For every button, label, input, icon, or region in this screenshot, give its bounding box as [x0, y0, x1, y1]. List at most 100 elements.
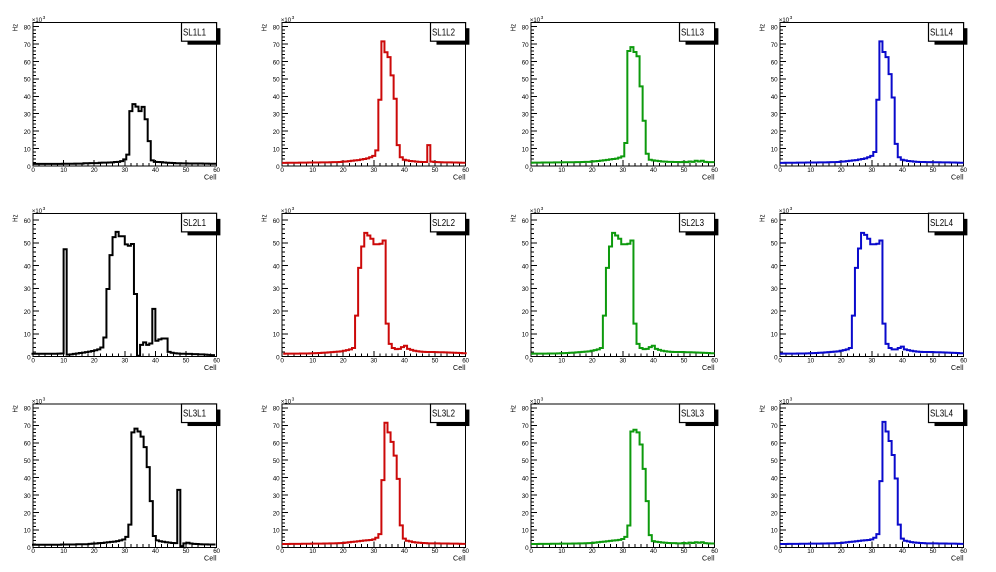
svg-text:Cell: Cell	[453, 365, 466, 372]
svg-text:30: 30	[619, 548, 626, 555]
svg-text:50: 50	[930, 548, 937, 555]
svg-text:10: 10	[522, 146, 529, 153]
svg-text:40: 40	[401, 548, 408, 555]
svg-text:0: 0	[778, 548, 782, 555]
svg-text:80: 80	[522, 406, 529, 413]
svg-text:50: 50	[273, 77, 280, 84]
svg-text:20: 20	[522, 309, 529, 316]
svg-text:60: 60	[462, 357, 469, 364]
svg-text:0: 0	[774, 164, 778, 171]
svg-text:0: 0	[31, 357, 35, 364]
svg-text:10: 10	[522, 332, 529, 339]
svg-text:20: 20	[91, 167, 98, 174]
svg-text:50: 50	[681, 548, 688, 555]
svg-text:Cell: Cell	[204, 556, 217, 563]
svg-text:40: 40	[899, 357, 906, 364]
svg-text:40: 40	[522, 475, 529, 482]
svg-text:60: 60	[273, 59, 280, 66]
svg-text:×10: ×10	[530, 208, 541, 215]
svg-text:10: 10	[273, 528, 280, 535]
svg-text:10: 10	[771, 146, 778, 153]
svg-text:60: 60	[273, 218, 280, 225]
svg-text:Hz: Hz	[757, 214, 766, 222]
svg-text:70: 70	[522, 42, 529, 49]
svg-text:30: 30	[522, 493, 529, 500]
svg-text:×10: ×10	[779, 17, 790, 24]
svg-text:70: 70	[771, 42, 778, 49]
svg-text:60: 60	[711, 357, 718, 364]
svg-text:30: 30	[771, 112, 778, 119]
svg-text:60: 60	[960, 167, 967, 174]
svg-text:SL1L2: SL1L2	[432, 27, 455, 38]
svg-text:20: 20	[771, 129, 778, 136]
svg-text:10: 10	[60, 548, 67, 555]
svg-text:20: 20	[91, 357, 98, 364]
svg-text:0: 0	[280, 357, 284, 364]
svg-text:60: 60	[213, 357, 220, 364]
svg-text:50: 50	[24, 241, 31, 248]
svg-text:3: 3	[541, 396, 544, 402]
svg-text:0: 0	[525, 354, 529, 361]
svg-text:30: 30	[522, 286, 529, 293]
svg-text:40: 40	[650, 548, 657, 555]
svg-text:60: 60	[522, 218, 529, 225]
svg-text:10: 10	[273, 146, 280, 153]
svg-text:60: 60	[24, 218, 31, 225]
svg-text:30: 30	[121, 357, 128, 364]
svg-text:30: 30	[121, 548, 128, 555]
svg-text:60: 60	[711, 167, 718, 174]
svg-text:80: 80	[273, 406, 280, 413]
svg-text:SL3L4: SL3L4	[930, 409, 953, 420]
svg-text:50: 50	[930, 167, 937, 174]
svg-text:×10: ×10	[32, 399, 43, 406]
svg-text:60: 60	[213, 167, 220, 174]
svg-text:Hz: Hz	[10, 405, 19, 413]
svg-text:40: 40	[650, 167, 657, 174]
svg-text:60: 60	[213, 548, 220, 555]
svg-text:Cell: Cell	[453, 174, 466, 181]
svg-text:60: 60	[522, 441, 529, 448]
svg-text:0: 0	[27, 164, 31, 171]
svg-text:30: 30	[771, 493, 778, 500]
svg-text:3: 3	[43, 396, 46, 402]
svg-text:20: 20	[771, 309, 778, 316]
svg-text:50: 50	[522, 77, 529, 84]
svg-text:50: 50	[183, 167, 190, 174]
svg-text:40: 40	[771, 94, 778, 101]
svg-text:10: 10	[309, 167, 316, 174]
svg-text:60: 60	[462, 548, 469, 555]
svg-text:Hz: Hz	[10, 24, 19, 32]
svg-text:0: 0	[778, 357, 782, 364]
svg-text:50: 50	[432, 548, 439, 555]
svg-text:Hz: Hz	[259, 405, 268, 413]
svg-text:Cell: Cell	[702, 365, 715, 372]
svg-text:0: 0	[27, 354, 31, 361]
svg-text:50: 50	[681, 357, 688, 364]
svg-text:50: 50	[930, 357, 937, 364]
svg-text:3: 3	[292, 396, 295, 402]
svg-text:60: 60	[771, 218, 778, 225]
svg-text:30: 30	[273, 286, 280, 293]
svg-text:30: 30	[24, 112, 31, 119]
svg-text:30: 30	[370, 357, 377, 364]
svg-text:10: 10	[309, 548, 316, 555]
svg-text:10: 10	[807, 548, 814, 555]
svg-text:40: 40	[152, 167, 159, 174]
svg-text:10: 10	[60, 167, 67, 174]
svg-text:10: 10	[522, 528, 529, 535]
svg-text:20: 20	[340, 548, 347, 555]
svg-text:10: 10	[24, 528, 31, 535]
svg-text:60: 60	[24, 59, 31, 66]
svg-text:70: 70	[771, 423, 778, 430]
svg-text:×10: ×10	[779, 399, 790, 406]
svg-text:10: 10	[807, 167, 814, 174]
svg-text:80: 80	[24, 406, 31, 413]
svg-text:10: 10	[558, 357, 565, 364]
svg-text:50: 50	[183, 548, 190, 555]
svg-text:30: 30	[273, 112, 280, 119]
svg-text:10: 10	[309, 357, 316, 364]
svg-text:40: 40	[522, 263, 529, 270]
svg-text:20: 20	[340, 357, 347, 364]
svg-text:50: 50	[771, 241, 778, 248]
svg-text:×10: ×10	[32, 208, 43, 215]
